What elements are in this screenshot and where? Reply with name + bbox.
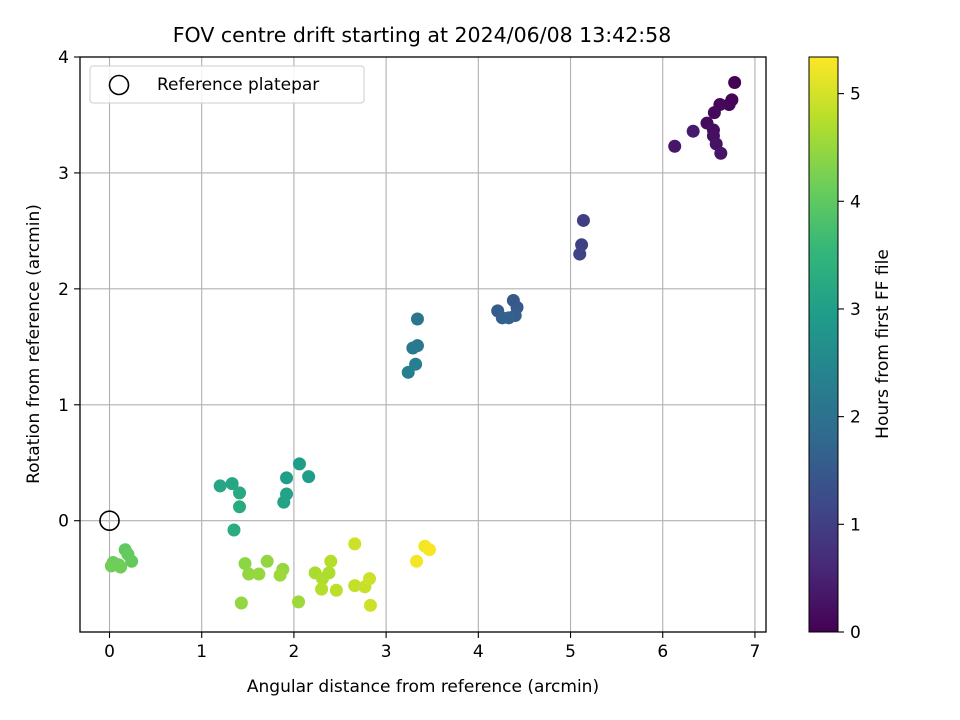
data-point <box>125 554 139 568</box>
data-point <box>363 572 377 586</box>
x-tick-label: 2 <box>288 642 299 662</box>
data-point <box>114 560 128 574</box>
x-tick-label: 1 <box>196 642 207 662</box>
x-tick-label: 7 <box>750 642 761 662</box>
data-point <box>668 139 682 153</box>
data-point <box>410 312 424 326</box>
colorbar-ticks: 0 1 2 3 4 5 <box>838 85 861 643</box>
data-point <box>573 247 587 261</box>
y-axis-ticks: 0 1 2 3 4 <box>58 48 80 532</box>
data-point <box>213 479 227 493</box>
data-point <box>714 146 728 160</box>
colorbar-tick-label: 2 <box>850 408 861 428</box>
x-tick-label: 5 <box>565 642 576 662</box>
data-point <box>227 523 241 537</box>
data-point <box>401 365 415 379</box>
data-point <box>302 470 316 484</box>
data-point <box>576 213 590 227</box>
data-point <box>260 554 274 568</box>
data-point <box>329 583 343 597</box>
reference-point-marker <box>99 510 120 532</box>
x-tick-label: 0 <box>104 642 115 662</box>
data-point <box>273 568 287 582</box>
y-axis-label: Rotation from reference (arcmin) <box>24 204 44 484</box>
x-axis-ticks: 0 1 2 3 4 5 6 7 <box>104 632 760 662</box>
chart-title: FOV centre drift starting at 2024/06/08 … <box>173 23 672 47</box>
colorbar-tick-label: 1 <box>850 515 861 535</box>
data-point <box>225 477 239 491</box>
data-point <box>292 595 306 609</box>
data-point <box>238 557 252 571</box>
colorbar-tick-label: 0 <box>850 623 861 643</box>
colorbar-tick-label: 4 <box>850 192 861 212</box>
data-point <box>315 572 329 586</box>
data-point <box>315 582 329 596</box>
colorbar <box>808 56 839 633</box>
data-points <box>104 76 742 612</box>
colorbar-tick-label: 3 <box>850 300 861 320</box>
plot-frame <box>79 56 767 633</box>
data-point <box>348 579 362 593</box>
x-tick-label: 3 <box>381 642 392 662</box>
legend-label: Reference platepar <box>157 75 319 95</box>
data-point <box>707 106 721 120</box>
legend: Reference platepar <box>89 65 365 104</box>
data-point <box>363 598 377 612</box>
data-point <box>728 76 742 90</box>
data-point <box>502 311 516 325</box>
data-point <box>410 554 424 568</box>
data-point <box>422 543 436 557</box>
data-point <box>277 495 291 509</box>
data-point <box>722 98 736 112</box>
x-tick-label: 6 <box>657 642 668 662</box>
legend-marker <box>108 74 130 96</box>
data-point <box>292 457 306 471</box>
data-point <box>406 341 420 355</box>
data-point <box>233 486 247 500</box>
data-point <box>242 567 256 581</box>
data-point <box>233 500 247 514</box>
data-point <box>686 124 700 138</box>
data-point <box>348 537 362 551</box>
colorbar-label: Hours from first FF file <box>873 249 893 439</box>
data-point <box>234 596 248 610</box>
data-point <box>252 567 266 581</box>
y-tick-label: 3 <box>58 164 69 184</box>
y-tick-label: 4 <box>58 48 69 68</box>
data-point <box>324 554 338 568</box>
y-tick-label: 2 <box>58 280 69 300</box>
y-tick-label: 0 <box>58 512 69 532</box>
legend-box <box>89 65 365 104</box>
y-tick-label: 1 <box>58 396 69 416</box>
data-point <box>280 471 294 485</box>
x-axis-label: Angular distance from reference (arcmin) <box>247 677 599 697</box>
x-tick-label: 4 <box>473 642 484 662</box>
colorbar-tick-label: 5 <box>850 85 861 105</box>
